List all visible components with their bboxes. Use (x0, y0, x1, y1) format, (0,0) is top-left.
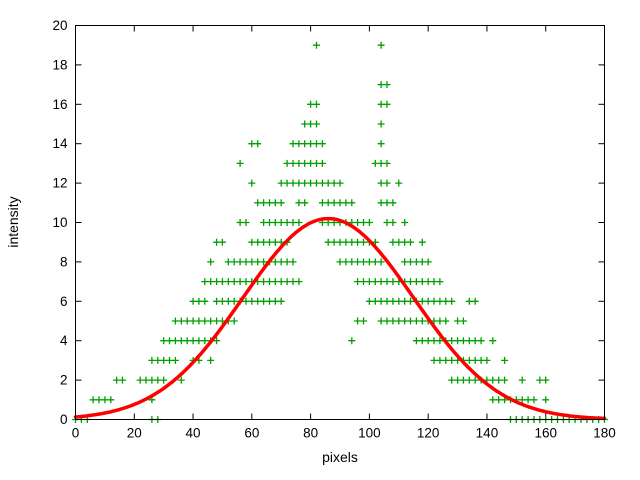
x-tick-label: 40 (186, 426, 201, 441)
x-tick-label: 20 (127, 426, 142, 441)
x-tick-label: 160 (534, 426, 557, 441)
y-tick-label: 12 (52, 176, 67, 191)
x-tick-label: 120 (417, 426, 440, 441)
y-tick-label: 10 (52, 215, 67, 230)
y-tick-label: 16 (52, 97, 67, 112)
y-tick-label: 2 (60, 373, 68, 388)
y-tick-label: 8 (60, 254, 68, 269)
x-tick-label: 60 (244, 426, 259, 441)
x-tick-label: 100 (358, 426, 381, 441)
x-tick-label: 140 (476, 426, 499, 441)
axis-tick-labels: 0 20 40 60 80 100 120 140 160 180 0 2 4 6 8 10 12 14 16 18 2… (52, 18, 615, 441)
x-axis-label: pixels (322, 449, 358, 465)
y-axis-label: intensity (5, 196, 21, 247)
scatter-plus-markers (72, 41, 608, 423)
y-tick-label: 0 (60, 412, 68, 427)
plot-border (75, 25, 605, 420)
y-tick-label: 6 (60, 294, 68, 309)
gaussian-fit-line (73, 216, 607, 421)
x-tick-label: 0 (72, 426, 80, 441)
y-tick-label: 20 (52, 18, 67, 33)
y-tick-label: 18 (52, 57, 67, 72)
scatter-series (72, 41, 608, 423)
y-tick-label: 14 (52, 136, 68, 151)
x-tick-label: 80 (303, 426, 318, 441)
axis-ticks (75, 25, 605, 420)
x-tick-label: 180 (593, 426, 616, 441)
fit-curve (73, 216, 607, 421)
y-tick-label: 4 (60, 333, 68, 348)
